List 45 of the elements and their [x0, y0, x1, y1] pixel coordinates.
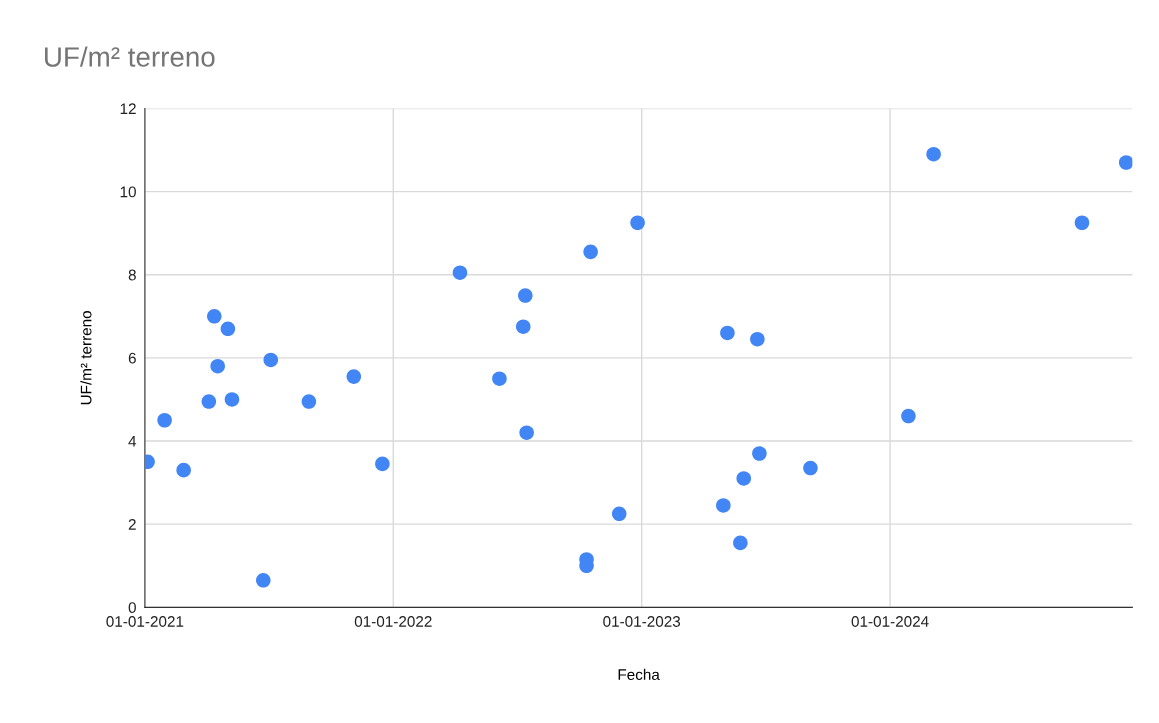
point	[1074, 215, 1090, 231]
point	[210, 358, 225, 374]
point	[720, 325, 735, 341]
point	[518, 288, 533, 303]
point	[901, 408, 916, 424]
x-tick-label: 01-01-2022	[354, 616, 432, 627]
point	[220, 321, 236, 337]
y-tick-label: 4	[128, 436, 137, 447]
y-tick-label: 6	[128, 352, 136, 364]
point	[256, 573, 271, 588]
x-axis-title: Fecha	[618, 668, 660, 681]
point	[515, 319, 531, 334]
x-tick-label: 01-01-2024	[851, 616, 929, 627]
point	[346, 369, 362, 384]
point	[263, 352, 279, 368]
point	[803, 460, 818, 476]
point	[750, 331, 765, 347]
point	[207, 309, 222, 324]
point	[736, 471, 752, 486]
point	[375, 456, 390, 472]
point	[611, 506, 627, 522]
point	[224, 392, 240, 407]
y-axis-title: UF/m² terreno	[80, 310, 92, 405]
point	[583, 244, 598, 260]
point	[752, 446, 767, 461]
chart-title: UF/m² terreno	[45, 46, 215, 67]
x-tick-label: 01-01-2023	[603, 616, 681, 627]
point	[716, 498, 731, 513]
x-tick-label: 01-01-2021	[106, 616, 184, 627]
point	[201, 394, 217, 409]
y-tick-label: 10	[120, 186, 136, 198]
y-tick-label: 8	[128, 269, 136, 281]
point	[452, 265, 468, 280]
point	[926, 146, 941, 162]
point	[301, 394, 317, 409]
point	[733, 535, 748, 551]
y-tick-label: 12	[120, 103, 136, 114]
point	[157, 412, 172, 428]
point	[1118, 155, 1133, 170]
point	[492, 371, 507, 386]
y-tick-label: 0	[128, 602, 136, 614]
point	[630, 215, 645, 231]
point	[176, 462, 191, 478]
y-tick-label: 2	[128, 519, 136, 530]
point	[519, 425, 534, 440]
